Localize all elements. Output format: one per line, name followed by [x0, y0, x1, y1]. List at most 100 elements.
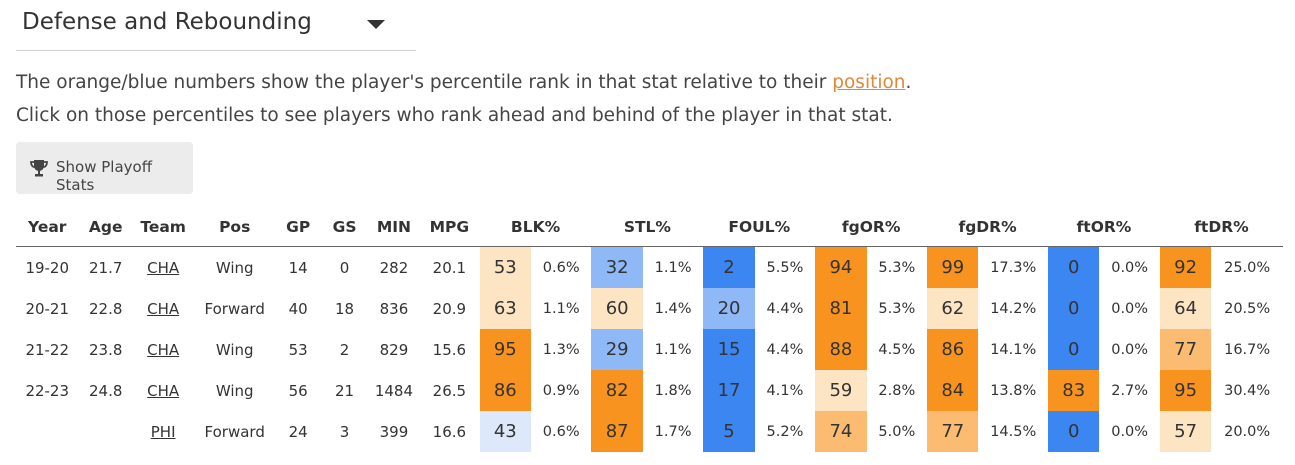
team-link[interactable]: CHA — [147, 340, 180, 359]
blk-percentile-cell[interactable]: 95 — [479, 329, 531, 370]
ftor-percentile-cell[interactable]: 0 — [1048, 329, 1100, 370]
col-header-ftdr[interactable]: ftDR% — [1159, 208, 1283, 247]
table-row: 22-23 24.8 CHA Wing 56 21 1484 26.5 86 0.9% 82 1.8%… — [16, 370, 1283, 411]
ftdr-value-cell: 20.0% — [1224, 423, 1271, 440]
ftdr-value-cell: 20.5% — [1224, 300, 1271, 317]
col-header-gs[interactable]: GS — [320, 208, 369, 247]
col-header-year[interactable]: Year — [16, 208, 79, 247]
position-link[interactable]: position — [832, 72, 906, 93]
fgor-percentile-cell[interactable]: 74 — [815, 411, 867, 452]
year-cell: 20-21 — [25, 299, 70, 318]
team-cell: CHA — [133, 329, 193, 370]
year-cell: 21-22 — [25, 340, 70, 359]
gp-cell: 56 — [288, 381, 308, 400]
foul-percentile-cell[interactable]: 17 — [703, 370, 755, 411]
col-header-gp[interactable]: GP — [276, 208, 321, 247]
min-cell: 1484 — [374, 381, 414, 400]
fgor-percentile-cell[interactable]: 88 — [815, 329, 867, 370]
ftor-percentile-cell[interactable]: 83 — [1048, 370, 1100, 411]
fgor-percentile-cell[interactable]: 94 — [815, 246, 867, 288]
age-cell: 22.8 — [88, 299, 123, 318]
fgor-value-cell: 5.0% — [878, 423, 916, 440]
col-header-mpg[interactable]: MPG — [419, 208, 480, 247]
min-cell: 829 — [379, 340, 409, 359]
stl-percentile-cell[interactable]: 82 — [591, 370, 643, 411]
col-header-fgor[interactable]: fgOR% — [815, 208, 928, 247]
blk-percentile-cell[interactable]: 86 — [479, 370, 531, 411]
foul-percentile-cell[interactable]: 2 — [703, 246, 755, 288]
col-header-ftor[interactable]: ftOR% — [1048, 208, 1160, 247]
blk-value-cell: 1.1% — [542, 300, 580, 317]
fgor-value-cell: 4.5% — [878, 341, 916, 358]
description-text: The orange/blue numbers show the player'… — [16, 72, 833, 93]
ftdr-percentile-cell[interactable]: 77 — [1159, 329, 1212, 370]
col-header-min[interactable]: MIN — [368, 208, 420, 247]
fgdr-value-cell: 14.5% — [990, 423, 1037, 440]
fgdr-percentile-cell[interactable]: 84 — [927, 370, 979, 411]
team-cell: CHA — [133, 288, 193, 329]
col-header-foul[interactable]: FOUL% — [703, 208, 816, 247]
col-header-pos[interactable]: Pos — [193, 208, 277, 247]
table-row: 21-22 23.8 CHA Wing 53 2 829 15.6 95 1.3% 29 1.1% 15… — [16, 329, 1283, 370]
blk-percentile-cell[interactable]: 63 — [479, 288, 531, 329]
team-link[interactable]: CHA — [147, 258, 180, 277]
foul-value-cell: 4.4% — [766, 300, 804, 317]
ftor-percentile-cell[interactable]: 0 — [1048, 246, 1100, 288]
fgor-value-cell: 2.8% — [878, 382, 916, 399]
min-cell: 399 — [379, 422, 409, 441]
col-header-blk[interactable]: BLK% — [479, 208, 592, 247]
blk-value-cell: 0.6% — [542, 259, 580, 276]
chevron-down-icon[interactable] — [367, 20, 385, 29]
foul-percentile-cell[interactable]: 5 — [703, 411, 755, 452]
col-header-team[interactable]: Team — [132, 208, 194, 247]
mpg-cell: 16.6 — [432, 422, 467, 441]
ftor-percentile-cell[interactable]: 0 — [1048, 288, 1100, 329]
show-playoff-stats-button[interactable]: Show Playoff Stats — [16, 142, 193, 194]
foul-value-cell: 4.1% — [766, 382, 804, 399]
fgor-value-cell: 5.3% — [878, 259, 916, 276]
blk-value-cell: 0.9% — [542, 382, 580, 399]
blk-percentile-cell[interactable]: 43 — [479, 411, 531, 452]
foul-percentile-cell[interactable]: 15 — [703, 329, 755, 370]
ftdr-percentile-cell[interactable]: 57 — [1159, 411, 1212, 452]
team-link[interactable]: CHA — [147, 299, 180, 318]
ftdr-percentile-cell[interactable]: 64 — [1159, 288, 1212, 329]
pos-cell: Wing — [215, 381, 254, 400]
ftor-value-cell: 2.7% — [1111, 382, 1149, 399]
stl-percentile-cell[interactable]: 60 — [591, 288, 643, 329]
stl-percentile-cell[interactable]: 32 — [591, 246, 643, 288]
table-row: 19-20 21.7 CHA Wing 14 0 282 20.1 53 0.6% 32 1.1% 2 5… — [16, 246, 1283, 288]
col-header-age[interactable]: Age — [78, 208, 133, 247]
team-cell: PHI — [133, 411, 193, 452]
trophy-icon — [30, 160, 48, 177]
stat-category-dropdown[interactable]: Defense and Rebounding — [16, 0, 416, 51]
team-link[interactable]: PHI — [150, 422, 176, 441]
gs-cell: 2 — [339, 340, 350, 359]
pos-cell: Wing — [215, 340, 254, 359]
col-header-stl[interactable]: STL% — [591, 208, 704, 247]
stl-value-cell: 1.7% — [654, 423, 692, 440]
gs-cell: 0 — [339, 258, 350, 277]
stl-percentile-cell[interactable]: 87 — [591, 411, 643, 452]
foul-percentile-cell[interactable]: 20 — [703, 288, 755, 329]
ftdr-percentile-cell[interactable]: 92 — [1159, 246, 1212, 288]
fgdr-percentile-cell[interactable]: 62 — [927, 288, 979, 329]
gp-cell: 40 — [288, 299, 308, 318]
fgdr-percentile-cell[interactable]: 86 — [927, 329, 979, 370]
stl-percentile-cell[interactable]: 29 — [591, 329, 643, 370]
age-cell — [78, 411, 132, 452]
foul-value-cell: 5.2% — [766, 423, 804, 440]
fgor-percentile-cell[interactable]: 81 — [815, 288, 867, 329]
ftdr-percentile-cell[interactable]: 95 — [1159, 370, 1212, 411]
ftor-percentile-cell[interactable]: 0 — [1048, 411, 1100, 452]
team-link[interactable]: CHA — [147, 381, 180, 400]
fgdr-percentile-cell[interactable]: 77 — [927, 411, 979, 452]
fgor-percentile-cell[interactable]: 59 — [815, 370, 867, 411]
gs-cell: 3 — [339, 422, 350, 441]
blk-value-cell: 1.3% — [542, 341, 580, 358]
ftdr-value-cell: 30.4% — [1224, 382, 1271, 399]
fgdr-percentile-cell[interactable]: 99 — [927, 246, 979, 288]
blk-value-cell: 0.6% — [542, 423, 580, 440]
blk-percentile-cell[interactable]: 53 — [479, 246, 531, 288]
col-header-fgdr[interactable]: fgDR% — [927, 208, 1049, 247]
